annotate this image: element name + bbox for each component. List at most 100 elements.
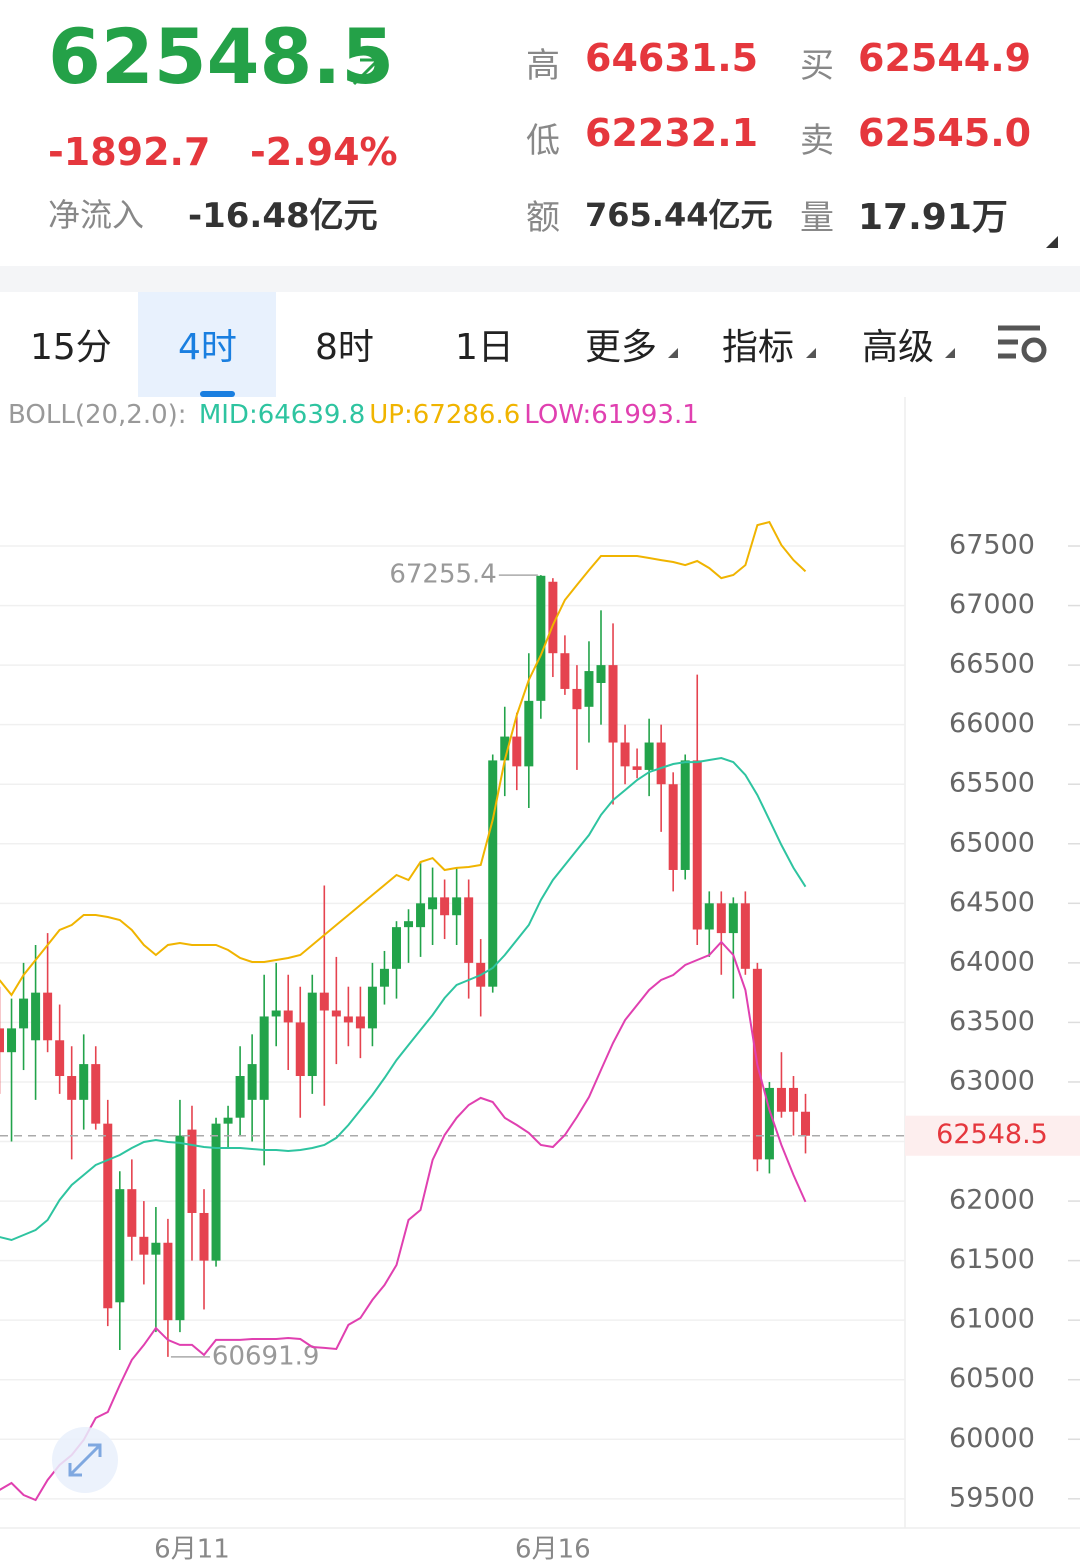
legend-entry: LOW:61993.1 — [524, 400, 699, 430]
candle-body — [343, 1016, 353, 1023]
candle-body — [91, 1064, 101, 1124]
legend-text: 64639.8 — [257, 400, 366, 430]
candle-body — [596, 665, 606, 683]
candle-body — [668, 784, 678, 870]
legend-text: 61993.1 — [591, 400, 699, 430]
indicator-name: BOLL(20,2.0): — [8, 400, 187, 430]
candle-body — [416, 903, 426, 928]
candle-body — [548, 581, 558, 654]
boll-line — [0, 520, 807, 997]
tab[interactable]: 指标 — [722, 327, 795, 368]
legend-entry: MID:64639.8 — [199, 400, 365, 430]
candle-body — [187, 1129, 197, 1213]
candle-body — [295, 1022, 305, 1077]
fullscreen-button[interactable] — [52, 1427, 118, 1493]
legend-entry: UP:67286.6 — [369, 400, 520, 430]
candle-body — [163, 1242, 173, 1321]
candle-body — [608, 665, 618, 743]
tab[interactable]: 更多 — [585, 327, 658, 368]
boll-line — [0, 940, 807, 1502]
candle-body — [620, 742, 630, 767]
change-pct: -2.94% — [250, 130, 398, 174]
stat-value: 17.91万 — [858, 197, 1008, 238]
indicator-legend: BOLL(20,2.0): MID:64639.8 UP:67286.6 LOW:6… — [8, 400, 699, 430]
y-tick-label: 60500 — [949, 1363, 1035, 1394]
inflow: -16.48亿元 — [188, 196, 378, 236]
divider — [0, 266, 1080, 292]
inflow-label: 净流入 — [48, 196, 145, 234]
y-tick-label: 63500 — [949, 1006, 1035, 1037]
candle-body — [355, 1016, 365, 1029]
candle-body — [43, 992, 53, 1041]
y-tick-label: 67500 — [949, 530, 1035, 561]
stat-label: 高 — [526, 46, 560, 86]
candle-body — [235, 1076, 245, 1118]
candle-body — [55, 1040, 65, 1077]
y-tick-label: 61000 — [949, 1304, 1035, 1335]
stat-value: 62544.9 — [858, 36, 1032, 80]
candle-body — [524, 700, 534, 767]
candle-body — [656, 742, 666, 785]
low-label: 60691.9 — [212, 1341, 320, 1371]
candle-body — [223, 1117, 233, 1124]
tab[interactable]: 4时 — [178, 327, 237, 368]
legend: MID:64639.8 UP:67286.6 LOW:61993.1 — [195, 400, 699, 430]
candle-body — [560, 653, 570, 689]
stat-label: 低 — [526, 121, 560, 161]
stat-value: 64631.5 — [585, 36, 759, 80]
candle-body — [572, 688, 582, 710]
last-price-tag — [905, 1115, 1080, 1156]
last-price: 62548.5 — [48, 12, 395, 101]
legend-text: MID — [198, 400, 249, 430]
tab[interactable]: 15分 — [30, 327, 112, 368]
chart: 5950060000605006100061500620006250063000… — [0, 397, 1080, 1565]
candle-body — [151, 1242, 161, 1255]
candle-body — [440, 897, 450, 916]
candle-body — [199, 1212, 209, 1261]
y-tick-label: 66000 — [949, 708, 1035, 739]
expand-corner[interactable] — [1046, 236, 1060, 248]
candle-body — [259, 1016, 269, 1100]
candle-body — [67, 1076, 77, 1100]
y-tick-label: 61500 — [949, 1244, 1035, 1275]
tab-decor — [668, 325, 1047, 363]
legend-text: : — [248, 400, 258, 430]
x-tick-label: 6月16 — [515, 1535, 591, 1565]
candle-body — [31, 992, 41, 1041]
candle-body — [247, 1064, 257, 1100]
candle-body — [331, 1010, 341, 1017]
candle-body — [801, 1111, 811, 1136]
candle-body — [175, 1135, 185, 1321]
tab[interactable]: 8时 — [315, 327, 374, 368]
candle-body — [7, 1028, 17, 1053]
candle-body — [115, 1189, 125, 1303]
y-tick-label: 63000 — [949, 1065, 1035, 1096]
candle-body — [271, 1010, 281, 1017]
candle-body — [728, 903, 738, 934]
stat-value: 765.44亿元 — [585, 196, 773, 234]
candle-body — [452, 897, 462, 916]
tab[interactable]: 1日 — [455, 327, 514, 368]
candle-body — [464, 897, 474, 963]
candle-body — [788, 1087, 798, 1112]
y-tick-label: 64500 — [949, 887, 1035, 918]
y-tick-label: 65500 — [949, 768, 1035, 799]
candle-body — [79, 1064, 89, 1100]
candle-body — [0, 1028, 4, 1053]
legend-text: UP — [369, 400, 404, 430]
y-tick-label: 62000 — [949, 1185, 1035, 1216]
candle-body — [584, 671, 594, 707]
candle-body — [764, 1087, 774, 1160]
y-tick-label: 65000 — [949, 827, 1035, 858]
candle-body — [307, 992, 317, 1077]
legend-text: 67286.6 — [412, 400, 521, 430]
y-tick-label: 60000 — [949, 1423, 1035, 1454]
high-label: 67255.4 — [389, 560, 497, 590]
candle-body — [211, 1123, 221, 1261]
tab[interactable]: 高级 — [862, 327, 935, 368]
stat-value: 62545.0 — [858, 111, 1032, 155]
y-tick-label: 64000 — [949, 946, 1035, 977]
candle-body — [283, 1010, 293, 1023]
legend-text: LOW — [524, 400, 583, 430]
